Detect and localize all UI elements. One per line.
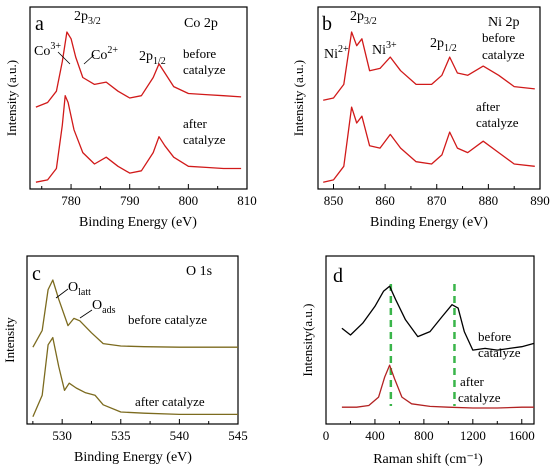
panel-c-x-ticks: 530 535 540 545	[32, 419, 248, 443]
x-tick-label: 810	[237, 193, 257, 208]
panel-d-frame	[325, 255, 535, 425]
a-after-2: catalyze	[183, 132, 226, 147]
x-tick-label: 545	[228, 428, 248, 443]
x-tick-label: 850	[324, 193, 344, 208]
panel-c-frame	[26, 255, 239, 425]
panel-b-frame	[317, 6, 541, 190]
x-tick-label: 880	[479, 193, 499, 208]
a-before-2: catalyze	[183, 62, 226, 77]
b-after-2: catalyze	[476, 115, 519, 130]
panel-a-title: Co 2p	[184, 16, 218, 31]
panel-c-ylabel: Intensity	[2, 317, 17, 363]
c-after: after catalyze	[135, 394, 205, 409]
b-label-ni3: Ni3+	[372, 40, 397, 58]
b-after-1: after	[476, 99, 500, 114]
series-line-before	[35, 31, 242, 108]
panel-c-series	[32, 279, 238, 418]
series-line-after	[323, 106, 535, 183]
panel-a-xlabel: Binding Energy (eV)	[79, 215, 197, 230]
a-label-co2: Co2+	[91, 45, 118, 63]
series-line-before	[323, 31, 535, 101]
series-line-before	[32, 279, 238, 348]
panel-d: 0 400 800 1200 1600 d before catalyze after …	[300, 255, 535, 467]
x-tick-label: 790	[120, 193, 140, 208]
panel-d-series	[341, 284, 535, 409]
a-arrow-co3	[57, 51, 71, 65]
b-label-2p12: 2p1/2	[430, 36, 457, 54]
panel-a-frame	[29, 6, 248, 190]
b-label-ni2: Ni2+	[324, 44, 349, 62]
x-tick-label: 860	[375, 193, 395, 208]
panel-b-series	[323, 31, 535, 183]
x-tick-label: 540	[170, 428, 190, 443]
panel-a-ylabel: Intensity (a.u.)	[4, 60, 19, 136]
series-line-before	[341, 285, 535, 351]
panel-c: 530 535 540 545 c O 1s Olatt Oads before ca…	[2, 255, 248, 465]
series-line-after	[32, 336, 238, 418]
b-before-2: catalyze	[482, 47, 525, 62]
d-before-1: before	[478, 329, 511, 344]
x-tick-label: 400	[365, 428, 385, 443]
c-before: before catalyze	[128, 312, 207, 327]
panel-a-letter: a	[35, 13, 44, 35]
c-label-olatt: Olatt	[68, 280, 91, 298]
panel-b-letter: b	[322, 13, 332, 35]
x-tick-label: 1600	[509, 428, 535, 443]
x-tick-label: 0	[323, 428, 330, 443]
x-tick-label: 870	[427, 193, 447, 208]
d-before-2: catalyze	[478, 345, 521, 360]
b-before-1: before	[482, 30, 515, 45]
x-tick-label: 780	[61, 193, 81, 208]
panel-a: 780 790 800 810 a Co 2p 2p3/2 2p1/2 Co3+ Co…	[4, 6, 257, 230]
series-line-after	[35, 95, 242, 183]
x-tick-label: 1200	[460, 428, 486, 443]
panel-d-xlabel: Raman shift (cm⁻¹)	[373, 452, 483, 467]
panel-b-title: Ni 2p	[488, 15, 520, 30]
panel-d-letter: d	[333, 265, 343, 287]
panel-b-ylabel: Intensity (a.u.)	[291, 60, 306, 136]
x-tick-label: 800	[414, 428, 434, 443]
c-arrow-oads	[79, 309, 93, 319]
x-tick-label: 530	[52, 428, 72, 443]
a-label-co3: Co3+	[34, 41, 61, 59]
panel-b-xlabel: Binding Energy (eV)	[370, 215, 488, 230]
d-after-1: after	[460, 374, 484, 389]
panel-b-x-ticks: 850 860 870 880 890	[324, 184, 550, 208]
a-label-2p32: 2p3/2	[74, 9, 101, 27]
panel-a-series	[35, 31, 242, 183]
a-arrow-co2	[83, 54, 95, 65]
d-after-2: catalyze	[458, 390, 501, 405]
panel-c-letter: c	[32, 263, 41, 285]
panel-b: 850 860 870 880 890 b Ni 2p 2p3/2 2p1/2 Ni2+…	[291, 6, 550, 230]
panel-d-ylabel: Intensity(a.u.)	[300, 304, 315, 377]
panel-a-x-ticks: 780 790 800 810	[41, 184, 257, 208]
panel-d-x-ticks: 0 400 800 1200 1600	[323, 419, 535, 443]
x-tick-label: 800	[179, 193, 199, 208]
a-before-1: before	[183, 46, 216, 61]
a-after-1: after	[183, 116, 207, 131]
series-line-after	[341, 364, 534, 409]
c-arrow-olatt	[55, 288, 69, 299]
x-tick-label: 890	[530, 193, 550, 208]
x-tick-label: 535	[111, 428, 131, 443]
b-label-2p32: 2p3/2	[350, 9, 377, 27]
a-label-2p12: 2p1/2	[139, 49, 166, 67]
panel-c-title: O 1s	[186, 264, 212, 279]
c-label-oads: Oads	[92, 298, 116, 316]
panel-c-xlabel: Binding Energy (eV)	[74, 450, 192, 465]
